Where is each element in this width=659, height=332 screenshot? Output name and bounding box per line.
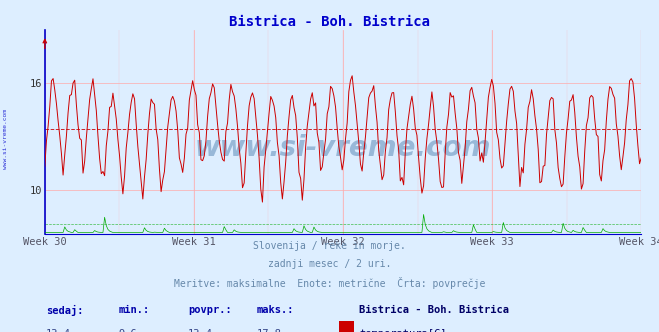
Text: min.:: min.: bbox=[119, 305, 150, 315]
Text: sedaj:: sedaj: bbox=[46, 305, 84, 316]
Text: Bistrica - Boh. Bistrica: Bistrica - Boh. Bistrica bbox=[359, 305, 509, 315]
Text: 17,8: 17,8 bbox=[257, 329, 282, 332]
Text: 13,4: 13,4 bbox=[188, 329, 213, 332]
Text: maks.:: maks.: bbox=[257, 305, 295, 315]
Text: Bistrica - Boh. Bistrica: Bistrica - Boh. Bistrica bbox=[229, 15, 430, 29]
Text: Meritve: maksimalne  Enote: metrične  Črta: povprečje: Meritve: maksimalne Enote: metrične Črta… bbox=[174, 277, 485, 289]
Text: www.si-vreme.com: www.si-vreme.com bbox=[195, 134, 491, 162]
Text: 13,4: 13,4 bbox=[46, 329, 71, 332]
Text: Slovenija / reke in morje.: Slovenija / reke in morje. bbox=[253, 241, 406, 251]
Text: 9,6: 9,6 bbox=[119, 329, 137, 332]
Text: zadnji mesec / 2 uri.: zadnji mesec / 2 uri. bbox=[268, 259, 391, 269]
Text: temperatura[C]: temperatura[C] bbox=[359, 329, 447, 332]
Text: www.si-vreme.com: www.si-vreme.com bbox=[3, 110, 8, 169]
Text: povpr.:: povpr.: bbox=[188, 305, 231, 315]
